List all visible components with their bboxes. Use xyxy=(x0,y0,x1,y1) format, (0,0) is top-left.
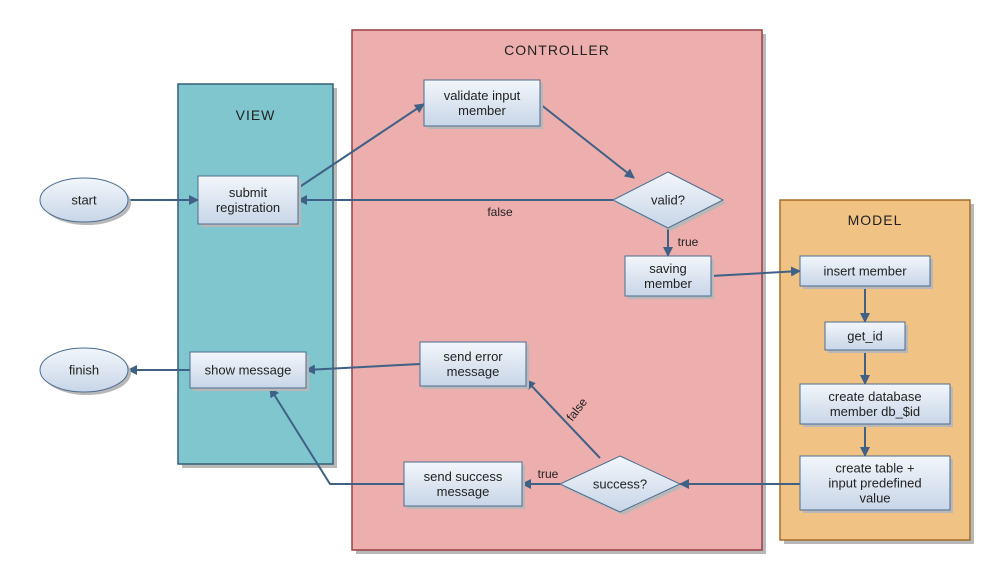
finish-node: finish xyxy=(40,348,131,395)
start-label: start xyxy=(71,193,97,208)
edge-3-label: false xyxy=(487,205,513,219)
insert-label: insert member xyxy=(823,264,907,279)
start-node: start xyxy=(40,178,131,225)
showmsg-label: show message xyxy=(205,363,292,378)
createtb-node: create table +input predefinedvalue xyxy=(800,456,953,513)
finish-label: finish xyxy=(69,363,99,378)
createdb-node: create databasemember db_$id xyxy=(800,384,953,427)
createdb-label: create databasemember db_$id xyxy=(828,389,921,419)
showmsg-node: show message xyxy=(190,352,309,391)
model-title: MODEL xyxy=(848,212,903,228)
submit-node: submitregistration xyxy=(198,176,301,227)
view-container xyxy=(178,84,333,464)
edge-4-label: true xyxy=(678,235,699,249)
valid-label: valid? xyxy=(651,193,685,208)
controller-title: CONTROLLER xyxy=(504,42,610,58)
validate-node: validate inputmember xyxy=(424,80,543,129)
insert-node: insert member xyxy=(800,256,933,289)
senderr-node: send errormessage xyxy=(420,342,529,389)
getid-node: get_id xyxy=(825,322,908,353)
saving-label: savingmember xyxy=(644,261,692,291)
getid-label: get_id xyxy=(847,329,882,344)
success-label: success? xyxy=(593,477,647,492)
saving-node: savingmember xyxy=(625,256,714,299)
sendsucc-node: send successmessage xyxy=(404,462,525,509)
edge-10-label: true xyxy=(538,467,559,481)
senderr-label: send errormessage xyxy=(443,349,503,379)
view-title: VIEW xyxy=(236,107,276,123)
flowchart: VIEWCONTROLLERMODELfalsetruetruefalsesta… xyxy=(0,0,1000,570)
